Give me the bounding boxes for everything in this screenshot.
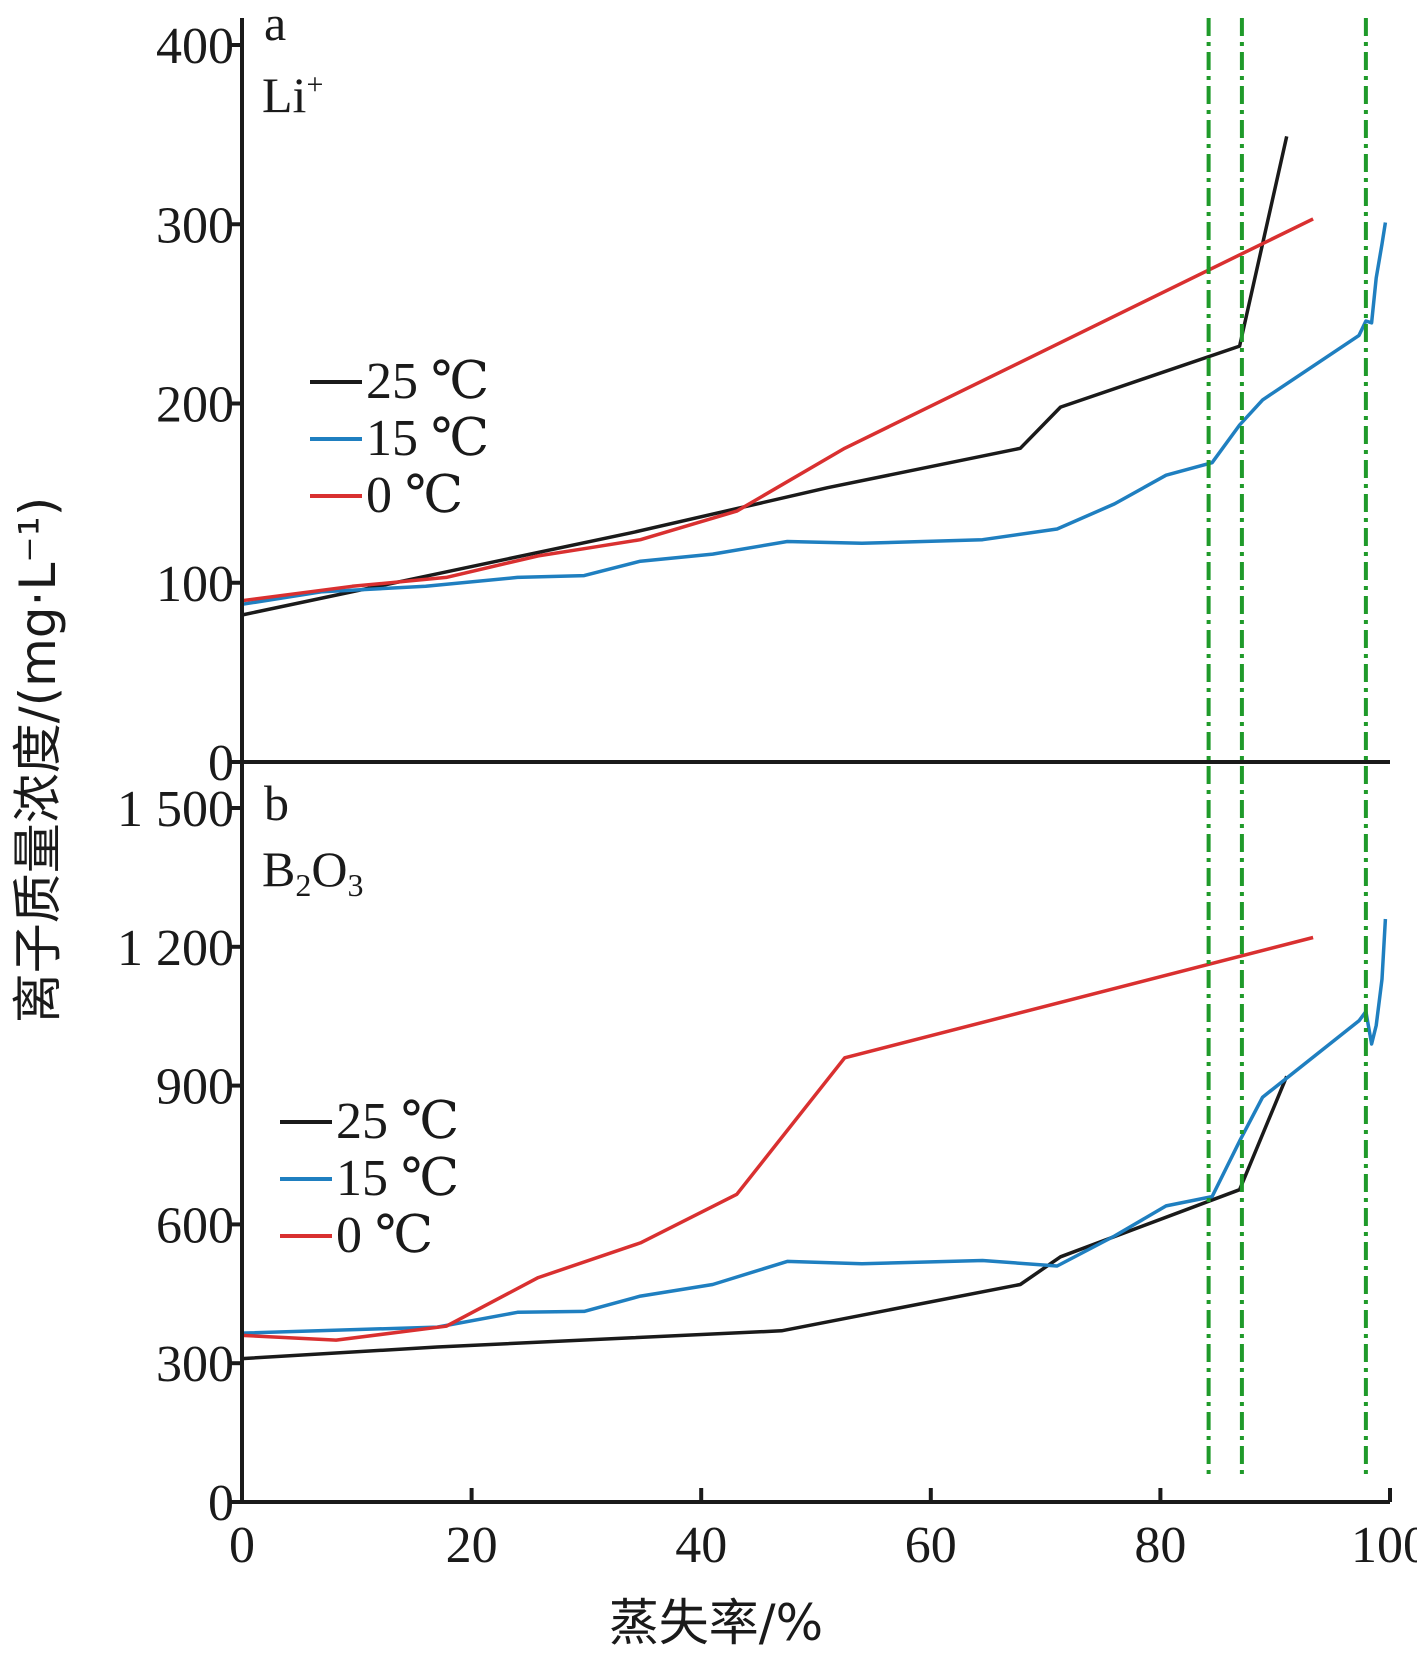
- legend-b: 25 ℃15 ℃0 ℃: [280, 1093, 459, 1264]
- series-line-25C: [241, 136, 1289, 617]
- x-axis-title: 蒸失率/%: [609, 1594, 823, 1652]
- panel-label-a: a: [264, 0, 286, 51]
- y-ticks-a: 0 100 200 300 400: [156, 18, 242, 792]
- y-tick-label: 200: [156, 377, 234, 434]
- y-tick-label: 300: [156, 1336, 234, 1393]
- ion-label-b: B2O3: [262, 841, 363, 903]
- y-tick-label: 100: [156, 556, 234, 613]
- y-axis-title: 离子质量浓度/(mg·L⁻¹): [9, 497, 67, 1024]
- series-line-0C: [241, 217, 1314, 603]
- legend-label: 15 ℃: [366, 410, 489, 467]
- x-tick-label: 60: [905, 1517, 957, 1574]
- y-tick-label: 400: [156, 18, 234, 75]
- series-line-15C: [241, 222, 1388, 607]
- panel-label-b: b: [264, 775, 289, 831]
- x-tick-label: 0: [229, 1517, 255, 1574]
- series-line-0C: [241, 935, 1314, 1342]
- legend-label: 15 ℃: [336, 1150, 459, 1207]
- legend-label: 25 ℃: [366, 353, 489, 410]
- ion-label-a: Li+: [262, 67, 323, 123]
- legend-a: 25 ℃15 ℃0 ℃: [310, 353, 489, 524]
- panel-a: 0 100 200 300 400 a Li+ 25 ℃15 ℃0 ℃: [156, 0, 1390, 792]
- x-tick-label: 40: [675, 1517, 727, 1574]
- y-ticks-b: 0 300 600 900 1 200 1 500: [117, 781, 242, 1532]
- legend-label: 0 ℃: [336, 1207, 433, 1264]
- y-tick-label: 300: [156, 197, 234, 254]
- panel-b: 0 300 600 900 1 200 1 500 b B2O3 25 ℃15 ℃0 ℃: [117, 762, 1390, 1532]
- series-line-15C: [241, 918, 1388, 1335]
- y-tick-label: 900: [156, 1059, 234, 1116]
- x-tick-label: 20: [446, 1517, 498, 1574]
- legend-label: 25 ℃: [336, 1093, 459, 1150]
- legend-label: 0 ℃: [366, 467, 463, 524]
- x-tick-label: 100: [1351, 1517, 1417, 1574]
- y-tick-label: 1 200: [117, 920, 234, 977]
- y-tick-label: 0: [208, 735, 234, 792]
- y-tick-label: 1 500: [117, 781, 234, 838]
- reference-lines: [1206, 18, 1368, 1476]
- series-a: [241, 136, 1388, 617]
- x-ticks: 0 20 40 60 80 100: [229, 1488, 1417, 1574]
- y-tick-label: 0: [208, 1475, 234, 1532]
- y-tick-label: 600: [156, 1197, 234, 1254]
- x-tick-label: 80: [1134, 1517, 1186, 1574]
